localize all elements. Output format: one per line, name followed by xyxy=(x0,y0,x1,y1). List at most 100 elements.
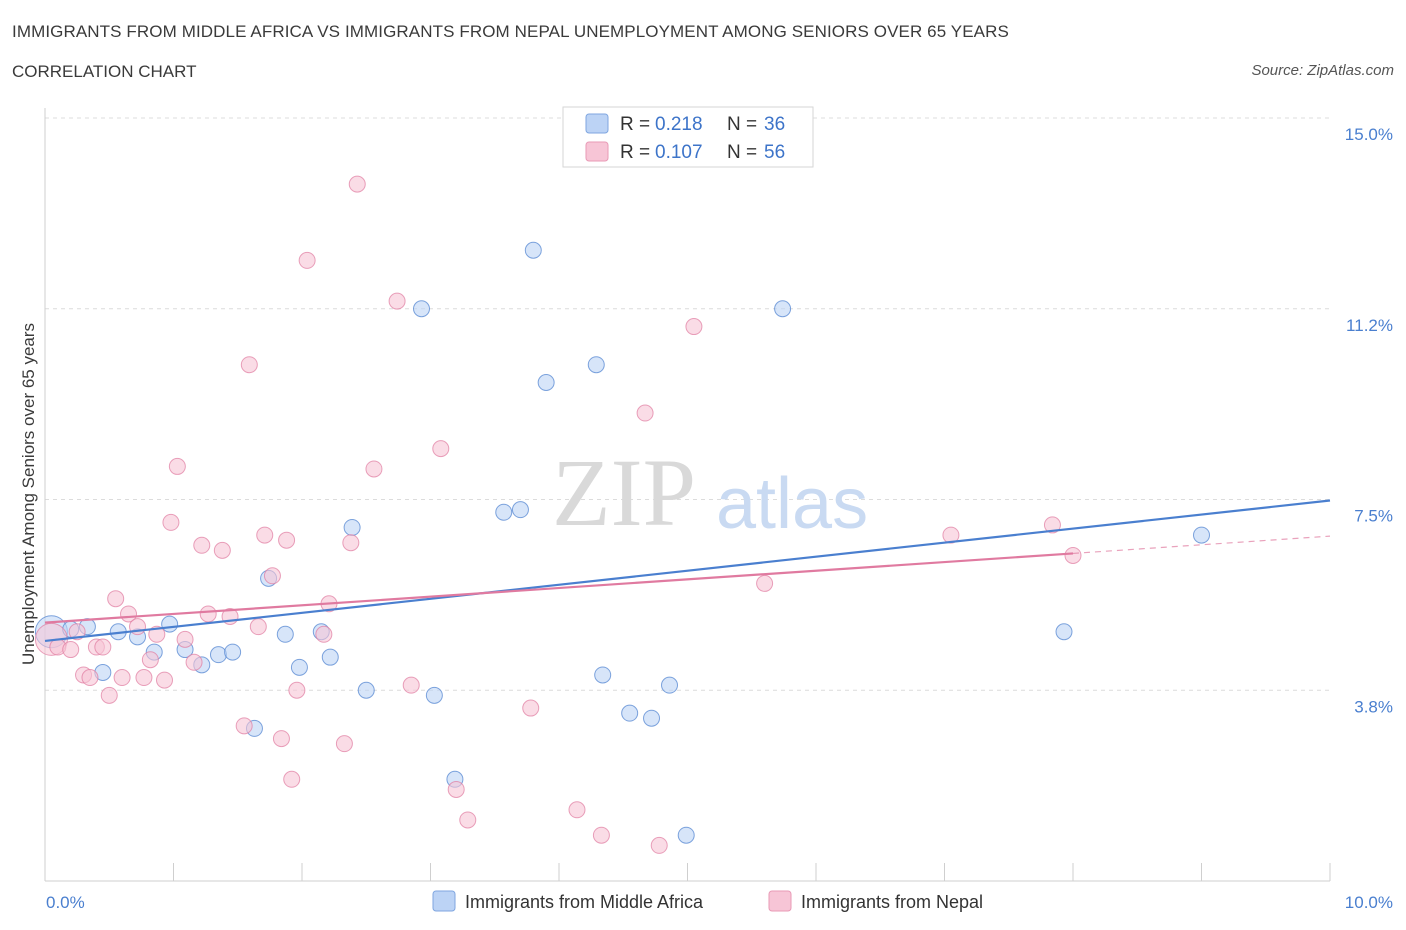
nepal-point-10 xyxy=(113,669,131,687)
y-tick-label-0: 3.8% xyxy=(1354,697,1393,716)
nepal-point-41 xyxy=(388,292,406,310)
x-tick-label-max: 10.0% xyxy=(1345,893,1393,912)
bottom-legend-swatch-nepal xyxy=(768,890,792,912)
nepal-point-26 xyxy=(240,356,258,374)
middle-africa-point-21 xyxy=(425,686,443,704)
middle-africa-point-11 xyxy=(224,643,242,661)
trend-lines xyxy=(44,499,1331,643)
chart-title: IMMIGRANTS FROM MIDDLE AFRICA VS IMMIGRA… xyxy=(12,22,1009,41)
nepal-point-33 xyxy=(288,681,306,699)
nepal-point-16 xyxy=(156,671,174,689)
middle-africa-point-7 xyxy=(161,615,179,633)
legend-n-value-0: 36 xyxy=(764,114,785,135)
middle-africa-point-32 xyxy=(677,826,695,844)
nepal-point-17 xyxy=(162,513,180,531)
nepal-point-44 xyxy=(447,780,465,798)
nepal-point-21 xyxy=(193,536,211,554)
nepal-point-51 xyxy=(685,318,703,336)
legend-r-value-1: 0.107 xyxy=(655,142,703,163)
nepal-point-39 xyxy=(348,175,366,193)
middle-africa-point-27 xyxy=(587,356,605,374)
nepal-point-9 xyxy=(107,590,125,608)
nepal-trend-extension xyxy=(1072,535,1331,555)
nepal-trend-line xyxy=(44,552,1074,624)
nepal-point-14 xyxy=(141,651,159,669)
middle-africa-point-24 xyxy=(511,501,529,519)
middle-africa-point-17 xyxy=(321,648,339,666)
nepal-point-19 xyxy=(176,630,194,648)
middle-africa-point-35 xyxy=(1193,526,1210,544)
nepal-point-34 xyxy=(298,251,316,269)
watermark-zip: ZIP xyxy=(552,439,696,546)
correlation-legend: R = 0.218 N = 36 R = 0.107 N = 56 xyxy=(562,106,814,168)
legend-swatch-middle-africa xyxy=(585,113,609,134)
middle-africa-point-20 xyxy=(413,300,431,318)
middle-africa-point-18 xyxy=(343,518,361,536)
middle-africa-point-34 xyxy=(1055,623,1073,641)
middle-africa-trend-line xyxy=(44,499,1331,643)
middle-africa-point-14 xyxy=(276,625,294,643)
series-middle-africa-points xyxy=(34,241,1210,844)
x-tick-label-min: 0.0% xyxy=(46,893,85,912)
nepal-point-28 xyxy=(256,526,274,544)
legend-n-label-0: N = xyxy=(727,114,757,135)
middle-africa-point-29 xyxy=(621,704,639,722)
nepal-point-7 xyxy=(94,638,112,656)
nepal-point-20 xyxy=(185,653,203,671)
y-tick-labels: 3.8% 7.5% 11.2% 15.0% xyxy=(1345,125,1393,716)
nepal-point-48 xyxy=(592,826,610,844)
legend-r-label-1: R = xyxy=(620,142,650,163)
nepal-point-27 xyxy=(249,618,267,636)
middle-africa-point-26 xyxy=(537,374,555,392)
axes xyxy=(44,108,1331,882)
series-nepal-points xyxy=(34,175,1082,854)
nepal-point-25 xyxy=(235,717,253,735)
source-credit: Source: ZipAtlas.com xyxy=(1251,62,1394,79)
nepal-point-43 xyxy=(432,440,450,458)
nepal-point-2 xyxy=(62,641,80,659)
nepal-point-55 xyxy=(1064,546,1082,564)
middle-africa-point-10 xyxy=(209,646,227,664)
middle-africa-point-25 xyxy=(524,241,542,259)
nepal-point-32 xyxy=(283,770,301,788)
chart-subtitle: CORRELATION CHART xyxy=(12,62,197,81)
bottom-legend-label-nepal: Immigrants from Nepal xyxy=(801,892,983,912)
y-tick-label-1: 7.5% xyxy=(1354,507,1393,526)
middle-africa-point-15 xyxy=(290,658,308,676)
legend-n-value-1: 56 xyxy=(764,142,785,163)
nepal-point-8 xyxy=(100,686,118,704)
middle-africa-point-30 xyxy=(643,709,661,727)
nepal-point-40 xyxy=(365,460,383,478)
nepal-point-23 xyxy=(213,541,231,559)
y-tick-label-2: 11.2% xyxy=(1346,316,1393,335)
nepal-point-31 xyxy=(278,531,296,549)
nepal-point-53 xyxy=(942,526,960,544)
watermark-atlas: atlas xyxy=(716,464,868,544)
nepal-point-37 xyxy=(335,735,353,753)
nepal-point-54 xyxy=(1043,516,1061,534)
nepal-point-30 xyxy=(272,730,290,748)
nepal-point-22 xyxy=(199,605,217,623)
legend-swatch-nepal xyxy=(585,141,609,162)
middle-africa-point-33 xyxy=(774,300,792,318)
nepal-point-3 xyxy=(68,623,86,641)
watermark: ZIP atlas xyxy=(552,439,868,546)
middle-africa-point-19 xyxy=(357,681,375,699)
nepal-point-52 xyxy=(756,574,774,592)
nepal-point-46 xyxy=(522,699,540,717)
nepal-point-50 xyxy=(650,836,668,854)
nepal-point-49 xyxy=(636,404,654,422)
middle-africa-point-31 xyxy=(661,676,679,694)
legend-r-label-0: R = xyxy=(620,114,650,135)
y-axis-title: Unemployment Among Seniors over 65 years xyxy=(19,323,38,665)
nepal-point-35 xyxy=(315,625,333,643)
nepal-point-45 xyxy=(459,811,477,829)
gridlines xyxy=(45,117,1330,691)
nepal-point-13 xyxy=(135,669,153,687)
y-tick-label-3: 15.0% xyxy=(1345,125,1393,144)
bottom-legend-swatch-middle-africa xyxy=(432,890,456,912)
nepal-point-42 xyxy=(402,676,420,694)
nepal-point-29 xyxy=(263,567,281,585)
nepal-point-47 xyxy=(568,801,586,819)
